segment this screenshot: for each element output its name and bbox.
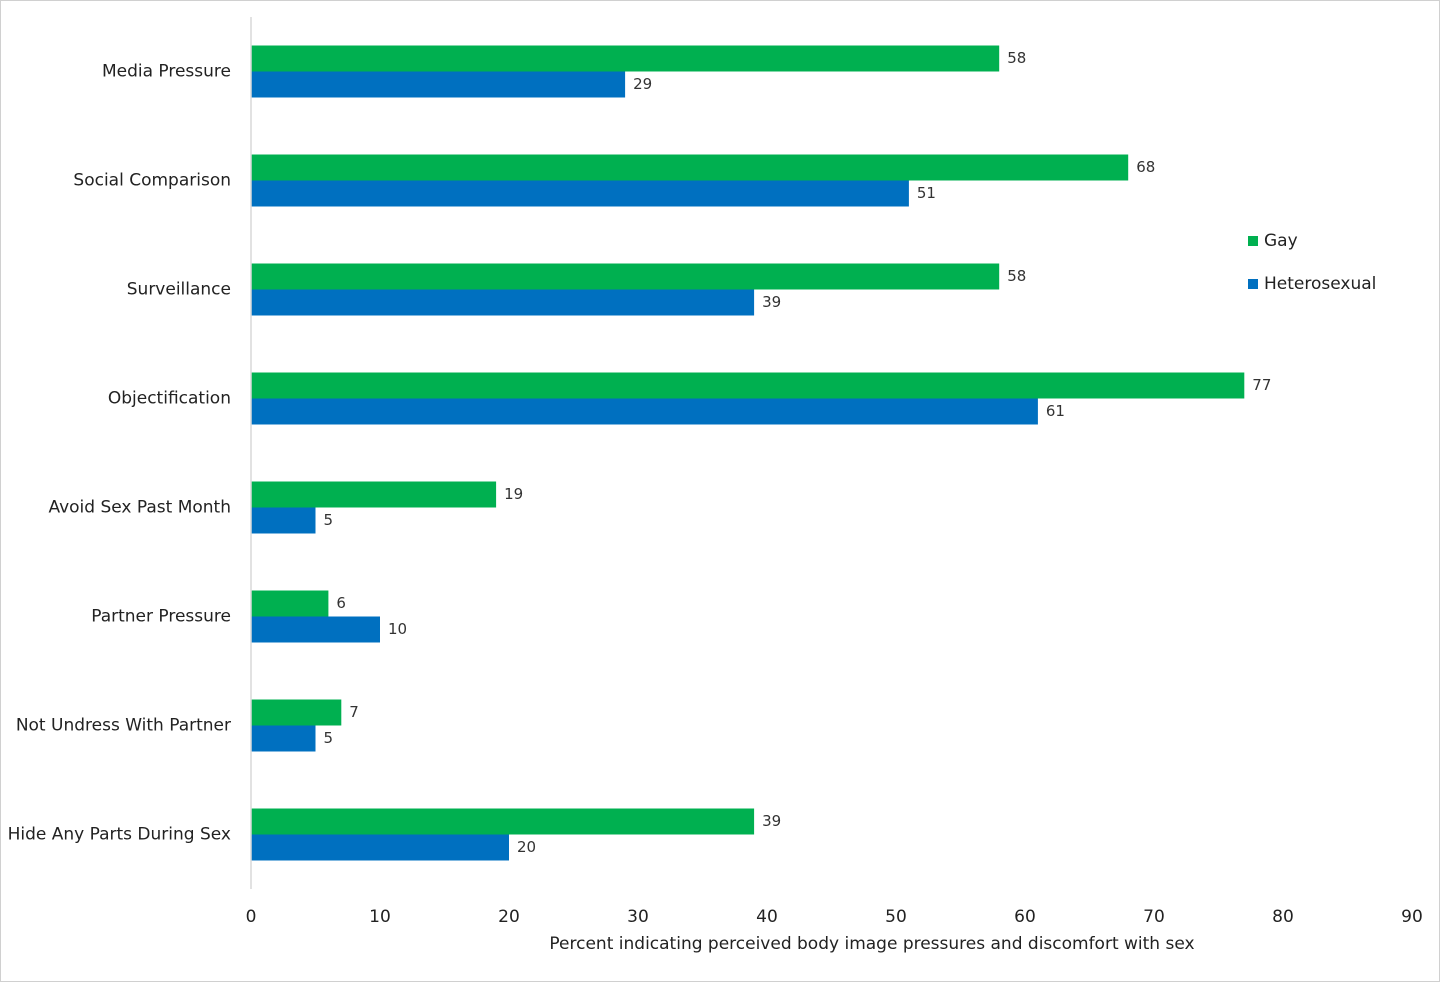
bar [251,699,342,726]
bar [251,263,1000,290]
x-tick-label: 80 [1272,907,1294,927]
y-tick-label: Objectification [108,389,231,409]
legend-swatch [1248,279,1258,289]
x-tick-label: 50 [885,907,907,927]
bar [251,808,755,835]
bar [251,45,1000,72]
x-axis-label: Percent indicating perceived body image … [549,934,1194,954]
bar [251,834,509,861]
x-tick-label: 30 [627,907,649,927]
value-label: 58 [1007,49,1026,67]
value-label: 61 [1046,402,1065,420]
legend-label: Heterosexual [1264,274,1376,294]
bar [251,71,626,98]
value-label: 19 [504,485,523,503]
bar [251,398,1038,425]
value-label: 68 [1136,158,1155,176]
bar [251,616,380,643]
value-label: 5 [324,511,334,529]
value-label: 29 [633,75,652,93]
bar [251,372,1245,399]
value-label: 6 [336,594,346,612]
value-label: 20 [517,838,536,856]
y-tick-label: Social Comparison [73,171,231,191]
value-label: 5 [324,729,334,747]
y-tick-label: Surveillance [127,280,231,300]
y-tick-label: Partner Pressure [91,607,231,627]
bar [251,289,755,316]
value-label: 39 [762,812,781,830]
legend-label: Gay [1264,231,1298,251]
bar [251,154,1129,181]
bar [251,590,329,617]
y-tick-label: Media Pressure [102,62,231,82]
value-label: 58 [1007,267,1026,285]
bar [251,725,316,752]
legend-swatch [1248,236,1258,246]
value-label: 10 [388,620,407,638]
value-label: 39 [762,293,781,311]
bar [251,180,909,207]
y-tick-label: Not Undress With Partner [16,716,231,736]
bar [251,481,497,508]
y-tick-label: Avoid Sex Past Month [48,498,231,518]
x-tick-label: 70 [1143,907,1165,927]
x-tick-label: 0 [246,907,257,927]
value-label: 51 [917,184,936,202]
value-label: 7 [349,703,359,721]
x-tick-label: 40 [756,907,778,927]
y-tick-label: Hide Any Parts During Sex [8,825,231,845]
x-tick-label: 60 [1014,907,1036,927]
x-tick-label: 10 [369,907,391,927]
value-label: 77 [1252,376,1271,394]
x-tick-label: 20 [498,907,520,927]
bar [251,507,316,534]
x-tick-label: 90 [1401,907,1423,927]
